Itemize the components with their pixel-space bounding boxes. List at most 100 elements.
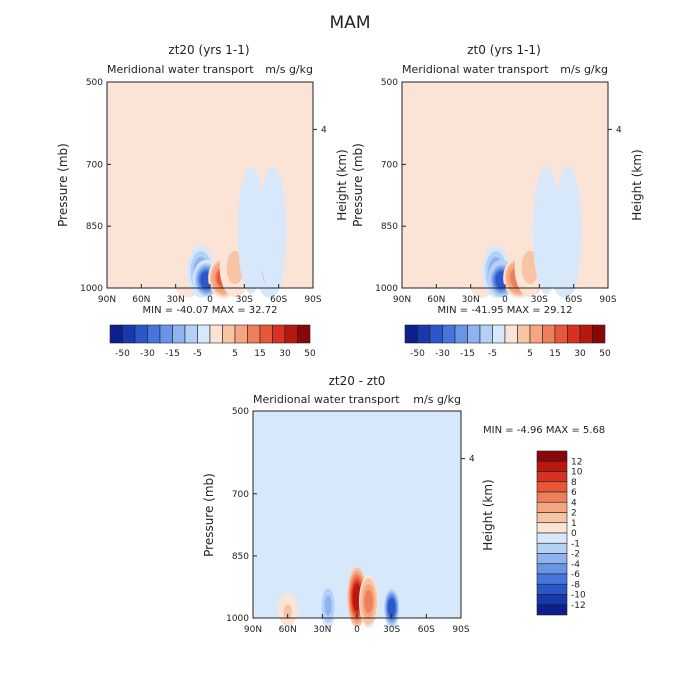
y-axis-label: Pressure (mb) [351,143,365,227]
colorbar-box [429,324,443,344]
colorbar-box [172,324,186,344]
colorbar-label: 30 [574,349,586,359]
colorbar-label: 8 [571,478,577,488]
x-tick-label: 0 [207,295,213,305]
colorbar-box [536,491,568,503]
colorbar-label: 15 [254,349,265,359]
colorbar-box [536,583,568,595]
colorbar-label: -5 [193,349,202,359]
x-tick-label: 60S [418,625,435,635]
colorbar-label: 10 [571,468,583,478]
colorbar-box [272,324,286,344]
panel-title: zt20 (yrs 1-1) [168,43,249,57]
colorbar-label: -15 [165,349,180,359]
colorbar-box [536,532,568,544]
y-tick-label: 1000 [226,614,249,624]
y-axis-label: Pressure (mb) [56,143,70,227]
x-tick-label: 30S [383,625,400,635]
panel-title: zt20 - zt0 [329,374,386,388]
colorbar-box [517,324,531,344]
colorbar-box [536,512,568,524]
y-tick-label: 700 [381,160,398,170]
colorbar-label: 1 [571,519,577,529]
colorbar-box [536,481,568,493]
x-tick-label: 60N [427,295,445,305]
colorbar-box [529,324,543,344]
x-tick-label: 90S [304,295,321,305]
colorbar-label: 5 [232,349,238,359]
colorbar-label: -50 [410,349,425,359]
colorbar-box [184,324,198,344]
x-tick-label: 30N [313,625,331,635]
colorbar-box [542,324,556,344]
panel-subtitle: Meridional water transport [107,63,254,76]
colorbar-label: -4 [571,560,580,570]
y-tick-label: 500 [86,78,103,88]
panel-subtitle: Meridional water transport [402,63,549,76]
x-tick-label: 30S [531,295,548,305]
colorbar-box [536,471,568,483]
colorbar-box [536,573,568,585]
colorbar-box [579,324,593,344]
x-tick-label: 90S [452,625,469,635]
colorbar-box [536,563,568,575]
colorbar-box [147,324,161,344]
field-contour [245,201,258,259]
colorbar-label: -1 [571,539,580,549]
y-tick-label: 1000 [80,284,103,294]
colorbar-label: -30 [435,349,450,359]
panel-zt0: zt0 (yrs 1-1) Meridional water transport… [351,43,644,359]
colorbar-box [467,324,481,344]
x-tick-label: 90N [244,625,262,635]
y-tick-label: 500 [232,407,249,417]
panel-zt20: zt20 (yrs 1-1) Meridional water transpor… [56,43,349,359]
colorbar-box [454,324,468,344]
stats-label: MIN = -40.07 MAX = 32.72 [143,305,278,316]
colorbar-label: -6 [571,570,580,580]
colorbar-box [554,324,568,344]
colorbar-box [197,324,211,344]
colorbar-label: -5 [488,349,497,359]
y-axis-label: Pressure (mb) [202,473,216,557]
x-tick-label: 90N [393,295,411,305]
x-tick-label: 90S [599,295,616,305]
colorbar-label: -12 [571,601,586,611]
colorbar-box [284,324,298,344]
figure-title: MAM [330,13,371,33]
x-tick-label: 30N [167,295,185,305]
colorbar-box [259,324,273,344]
colorbar-box [536,604,568,616]
panel-units: m/s g/kg [265,63,313,76]
colorbar-box [159,324,173,344]
colorbar-box [404,324,418,344]
colorbar-box [536,553,568,565]
colorbar-box [567,324,581,344]
colorbar-box [247,324,261,344]
field-contour [283,604,292,620]
colorbar-box [536,522,568,534]
colorbar-box [592,324,606,344]
colorbar-label: 2 [571,509,577,519]
x-tick-label: 0 [502,295,508,305]
y-tick-label: 850 [381,222,398,232]
colorbar-label: 4 [571,498,577,508]
colorbar-box [536,501,568,513]
y-tick-label: 850 [86,222,103,232]
colorbar-label: 30 [279,349,291,359]
colorbar-box [479,324,493,344]
field-contour [228,254,243,281]
x-tick-label: 30N [462,295,480,305]
x-tick-label: 60S [565,295,582,305]
colorbar-label: -10 [571,591,586,601]
y-tick-label: 1000 [375,284,398,294]
colorbar-label: 6 [571,488,577,498]
colorbar-box [492,324,506,344]
panel-units: m/s g/kg [413,393,461,406]
colorbar-box [536,450,568,462]
field-contour [324,595,332,616]
y-tick-label: 700 [232,490,249,500]
right-tick-label: 4 [469,455,475,465]
right-axis-label: Height (km) [335,149,349,220]
colorbar-label: -8 [571,580,580,590]
